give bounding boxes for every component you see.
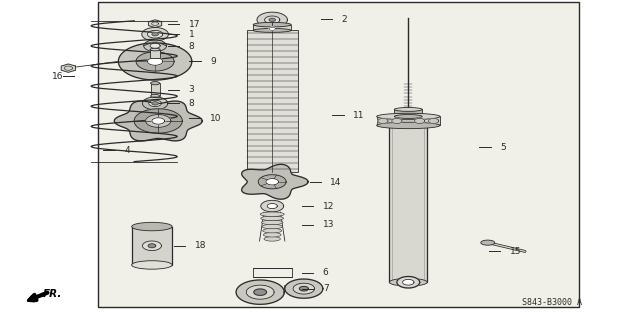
Polygon shape [150,43,160,48]
Ellipse shape [253,22,291,27]
Ellipse shape [377,122,440,129]
Text: 2: 2 [342,15,348,24]
Polygon shape [142,97,168,110]
Polygon shape [246,285,274,299]
Ellipse shape [262,224,282,229]
Text: 13: 13 [323,220,334,229]
Ellipse shape [150,48,160,51]
Polygon shape [293,283,315,294]
Bar [98,2,579,307]
Text: 7: 7 [323,284,329,293]
Polygon shape [152,118,165,124]
Polygon shape [236,280,284,304]
Text: 12: 12 [323,202,334,211]
Polygon shape [118,43,192,80]
Polygon shape [149,20,161,28]
Polygon shape [429,118,439,124]
Text: 16: 16 [52,72,63,81]
Ellipse shape [394,108,422,111]
Polygon shape [148,244,156,248]
Text: 18: 18 [195,241,206,250]
Polygon shape [152,33,158,36]
Polygon shape [147,30,163,38]
Text: 5: 5 [500,143,506,152]
Ellipse shape [253,28,291,32]
Ellipse shape [132,261,172,269]
Bar [389,125,427,282]
Polygon shape [146,115,171,127]
Text: FR.: FR. [43,289,63,299]
Bar [132,227,172,265]
Ellipse shape [132,222,172,231]
Text: 4: 4 [124,146,130,155]
Polygon shape [415,118,425,124]
Polygon shape [269,18,275,21]
Ellipse shape [260,212,284,216]
Polygon shape [147,58,163,65]
Text: 1: 1 [189,30,194,39]
Text: 14: 14 [330,178,342,187]
Polygon shape [142,241,161,251]
Polygon shape [403,279,414,285]
Text: 8: 8 [189,99,194,108]
Polygon shape [266,179,279,185]
Polygon shape [269,27,275,30]
Polygon shape [265,16,280,24]
Bar [377,116,440,125]
Ellipse shape [263,233,281,237]
Polygon shape [61,64,75,72]
Polygon shape [115,101,202,141]
Text: 17: 17 [189,20,200,28]
Bar [151,83,160,96]
Ellipse shape [261,216,284,220]
Polygon shape [299,286,308,291]
Polygon shape [392,118,402,124]
Bar [247,30,298,172]
Ellipse shape [261,220,283,225]
Text: 15: 15 [510,247,521,256]
Bar [253,268,292,277]
Text: 9: 9 [210,57,216,66]
Bar [150,50,160,58]
Polygon shape [144,40,166,52]
Text: 8: 8 [189,42,194,51]
Polygon shape [254,289,266,295]
Polygon shape [142,28,168,41]
Polygon shape [149,100,161,107]
Text: 10: 10 [210,114,222,123]
Polygon shape [152,102,158,105]
Ellipse shape [151,82,160,85]
Text: 6: 6 [323,268,329,277]
Ellipse shape [481,240,495,245]
Ellipse shape [264,237,280,241]
Ellipse shape [389,278,427,286]
Ellipse shape [151,94,160,98]
Ellipse shape [377,113,440,120]
Polygon shape [136,52,174,71]
Text: S843-B3000 A: S843-B3000 A [522,298,582,307]
Polygon shape [397,276,420,288]
Polygon shape [257,12,287,28]
Polygon shape [267,204,277,209]
Bar [394,109,422,116]
Ellipse shape [263,228,282,233]
Polygon shape [134,109,182,133]
Text: 3: 3 [189,85,194,94]
Polygon shape [378,118,388,124]
Bar [253,25,291,30]
Ellipse shape [394,115,422,118]
Polygon shape [258,175,286,189]
Polygon shape [261,200,284,212]
Polygon shape [285,279,323,298]
Text: 11: 11 [353,111,365,120]
Polygon shape [242,164,308,199]
